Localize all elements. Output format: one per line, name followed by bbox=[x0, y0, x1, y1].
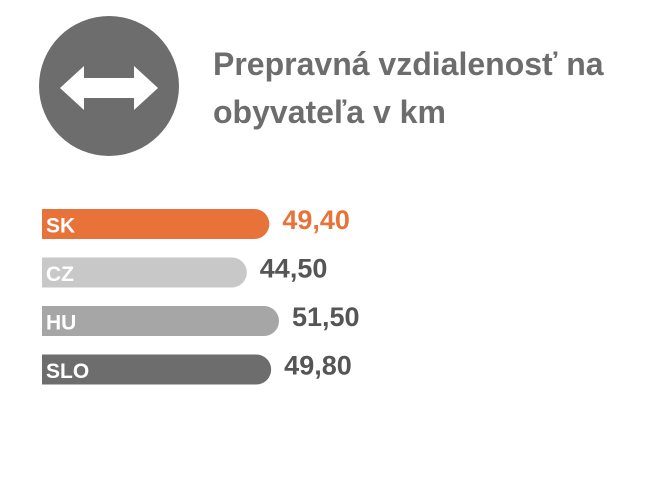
category-label: SK bbox=[46, 215, 75, 238]
category-label: SLO bbox=[46, 360, 89, 383]
bar bbox=[42, 209, 270, 239]
bar bbox=[42, 306, 279, 336]
category-label: CZ bbox=[46, 263, 74, 286]
value-label: 49,80 bbox=[284, 351, 352, 381]
bar bbox=[42, 257, 247, 288]
category-label: HU bbox=[46, 312, 76, 335]
value-label: 51,50 bbox=[292, 302, 360, 332]
icon-arrow bbox=[60, 66, 158, 110]
value-label: 44,50 bbox=[260, 254, 328, 284]
value-label: 49,40 bbox=[282, 205, 350, 235]
icon bbox=[39, 16, 179, 156]
bar bbox=[42, 354, 272, 385]
chart-title: Prepravná vzdialenosť na obyvateľa v km bbox=[213, 46, 604, 130]
